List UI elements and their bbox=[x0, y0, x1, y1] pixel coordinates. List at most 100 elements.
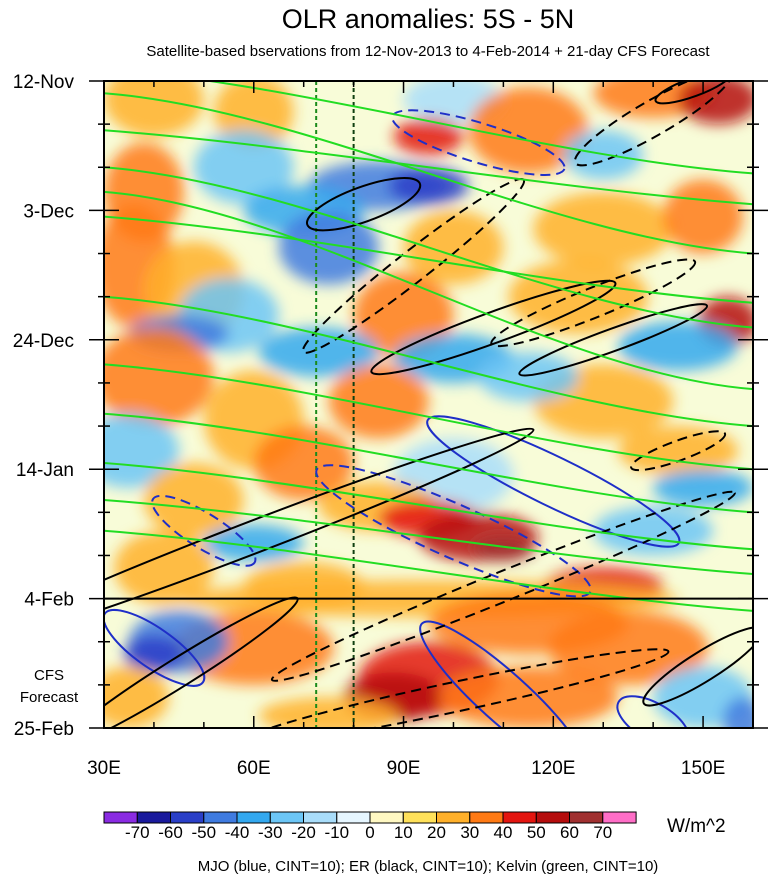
olr-blob-28 bbox=[328, 364, 429, 439]
colorbar-level-1: -60 bbox=[158, 823, 183, 842]
y-tick-label-5: 25-Feb bbox=[14, 719, 74, 740]
colorbar-swatch-13 bbox=[535, 811, 571, 824]
colorbar-level-10: 30 bbox=[460, 823, 479, 842]
olr-anomaly-field bbox=[104, 81, 753, 728]
colorbar-swatch-1 bbox=[136, 811, 172, 824]
colorbar-swatch-10 bbox=[436, 811, 471, 824]
olr-blob-17 bbox=[533, 191, 674, 266]
olr-blob-42 bbox=[203, 524, 304, 562]
olr-blob-24 bbox=[618, 321, 738, 371]
y-tick-label-0: 12-Nov bbox=[13, 72, 75, 93]
colorbar-swatch-0 bbox=[103, 811, 138, 824]
y-tick-label-1: 3-Dec bbox=[23, 201, 74, 222]
wave-filter-contours bbox=[104, 81, 753, 728]
x-tick-label-4: 150E bbox=[681, 758, 725, 779]
er-contour-8 bbox=[270, 490, 736, 682]
mjo-contour-1 bbox=[315, 464, 592, 598]
kelvin-contour-4 bbox=[104, 295, 753, 428]
olr-blob-3 bbox=[468, 87, 589, 174]
kelvin-contour-7 bbox=[104, 462, 753, 551]
olr-blob-58 bbox=[104, 666, 169, 728]
er-contour-6 bbox=[654, 81, 732, 105]
kelvin-contour-1 bbox=[104, 92, 753, 255]
colorbar-level-6: -10 bbox=[325, 823, 350, 842]
colorbar-level-14: 70 bbox=[593, 823, 612, 842]
olr-blob-27 bbox=[104, 327, 214, 427]
olr-blob-37 bbox=[144, 463, 244, 537]
colorbar: -70 -60 -50 -40 -30 -20 -10 0 10 20 30 40 50 60 70 bbox=[103, 811, 637, 842]
olr-blob-35 bbox=[618, 426, 738, 476]
y-tick-label-4: 4-Feb bbox=[24, 590, 74, 611]
kelvin-contour-9 bbox=[104, 529, 753, 612]
colorbar-swatch-2 bbox=[170, 811, 205, 824]
mjo-contour-2 bbox=[151, 494, 257, 567]
kelvin-contour-6 bbox=[104, 412, 753, 514]
olr-blob-54 bbox=[548, 610, 709, 685]
x-tick-label-2: 90E bbox=[387, 758, 421, 779]
x-tick-label-3: 120E bbox=[531, 758, 575, 779]
chart-title: OLR anomalies: 5S - 5N bbox=[282, 4, 575, 34]
olr-blob-57 bbox=[438, 666, 619, 728]
olr-blob-6 bbox=[393, 118, 464, 155]
kelvin-contour-2 bbox=[104, 166, 753, 329]
colorbar-swatch-6 bbox=[303, 811, 338, 824]
colorbar-swatch-11 bbox=[469, 811, 504, 824]
kelvin-contour-0 bbox=[203, 81, 753, 175]
colorbar-swatch-3 bbox=[203, 811, 238, 824]
olr-blob-51 bbox=[123, 635, 184, 673]
colorbar-level-9: 20 bbox=[427, 823, 446, 842]
y-tick-label-2: 24-Dec bbox=[13, 331, 74, 352]
colorbar-level-12: 50 bbox=[527, 823, 546, 842]
colorbar-level-0: -70 bbox=[125, 823, 150, 842]
er-contour-11 bbox=[237, 648, 670, 728]
mjo-contour-6 bbox=[616, 695, 690, 728]
x-tick-label-0: 30E bbox=[87, 758, 121, 779]
kelvin-contour-5 bbox=[104, 363, 753, 471]
er-contour-1 bbox=[370, 279, 617, 376]
olr-blob-31 bbox=[478, 352, 579, 402]
colorbar-swatch-15 bbox=[602, 811, 637, 824]
er-contour-7 bbox=[104, 427, 535, 647]
forecast-label-line-1: CFS bbox=[34, 667, 64, 684]
olr-blob-46 bbox=[113, 530, 214, 605]
colorbar-level-5: -20 bbox=[291, 823, 316, 842]
kelvin-contour-3 bbox=[104, 190, 753, 391]
colorbar-level-2: -50 bbox=[192, 823, 217, 842]
colorbar-swatch-4 bbox=[236, 811, 271, 824]
colorbar-swatch-8 bbox=[369, 811, 404, 824]
colorbar-units: W/m^2 bbox=[667, 816, 726, 837]
colorbar-swatch-5 bbox=[269, 811, 305, 824]
olr-blob-41 bbox=[473, 537, 534, 562]
colorbar-level-4: -30 bbox=[258, 823, 283, 842]
forecast-label-line-2: Forecast bbox=[20, 689, 79, 706]
er-contour-0 bbox=[306, 177, 422, 232]
colorbar-level-8: 10 bbox=[394, 823, 413, 842]
olr-blob-32 bbox=[104, 413, 179, 488]
er-contour-10 bbox=[642, 626, 753, 707]
olr-blob-36 bbox=[653, 469, 753, 507]
y-tick-label-3: 14-Jan bbox=[16, 460, 74, 481]
kelvin-contours bbox=[104, 81, 753, 612]
mjo-contour-0 bbox=[391, 109, 566, 176]
x-axis: 30E 60E 90E 120E 150E bbox=[87, 81, 754, 779]
kelvin-contour-10 bbox=[104, 129, 753, 206]
y-axis: 12-Nov 3-Dec 24-Dec 14-Jan 4-Feb 25-Feb bbox=[13, 72, 768, 740]
contour-caption: MJO (blue, CINT=10); ER (black, CINT=10)… bbox=[198, 858, 659, 875]
colorbar-swatch-12 bbox=[502, 811, 537, 824]
er-contour-3 bbox=[490, 258, 697, 348]
mjo-contour-5 bbox=[419, 620, 588, 728]
plot-frame bbox=[103, 80, 754, 729]
chart-subtitle: Satellite-based bservations from 12-Nov-… bbox=[146, 43, 710, 60]
x-tick-label-1: 60E bbox=[237, 758, 271, 779]
er-contour-12 bbox=[630, 430, 727, 472]
olr-blob-16 bbox=[403, 210, 504, 285]
colorbar-level-13: 60 bbox=[560, 823, 579, 842]
plot-area bbox=[104, 81, 753, 728]
olr-blob-5 bbox=[678, 81, 753, 125]
olr-blob-25 bbox=[258, 327, 379, 377]
kelvin-contour-11 bbox=[104, 215, 753, 304]
er-contour-2 bbox=[518, 303, 709, 377]
colorbar-swatch-7 bbox=[336, 811, 371, 824]
colorbar-level-11: 40 bbox=[494, 823, 513, 842]
olr-blob-10 bbox=[388, 167, 469, 205]
